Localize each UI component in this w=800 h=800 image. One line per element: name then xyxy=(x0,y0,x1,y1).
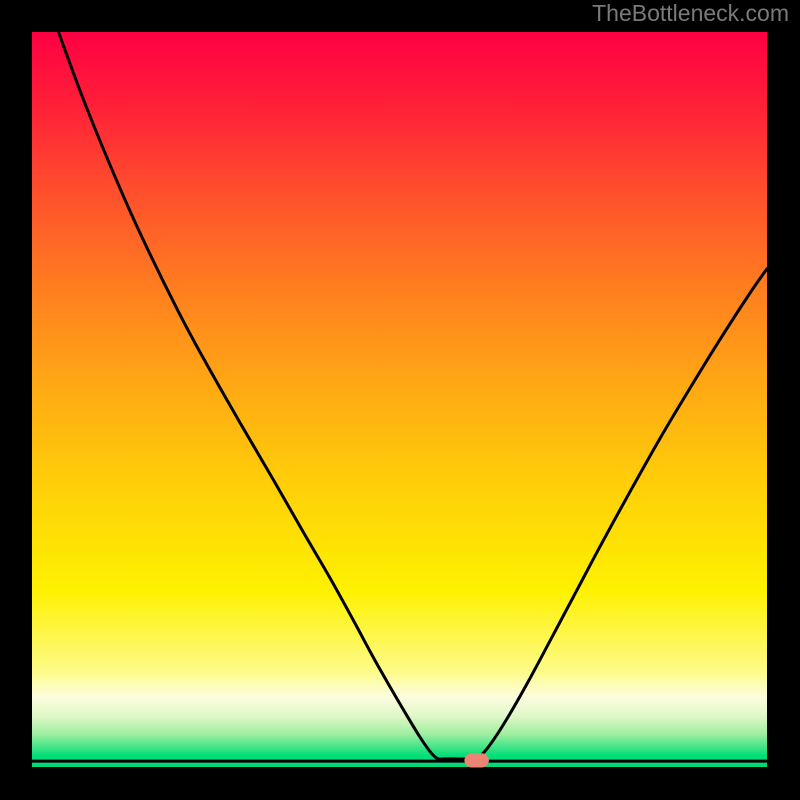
plot-background xyxy=(32,32,767,767)
watermark-text: TheBottleneck.com xyxy=(592,0,789,27)
optimum-marker xyxy=(465,754,489,767)
